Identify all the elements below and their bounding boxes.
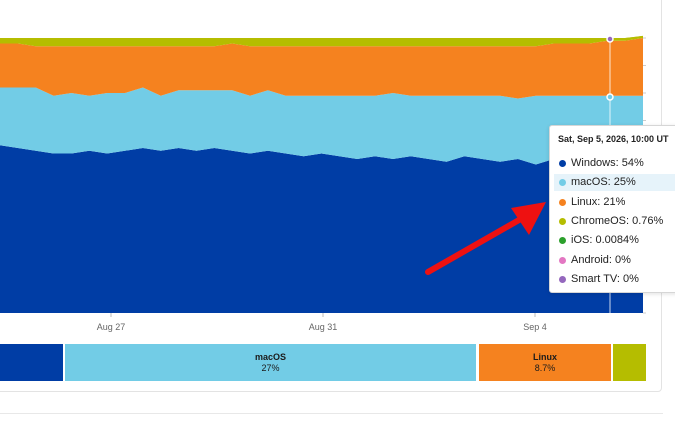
tooltip-row-label: Smart TV: 0% — [571, 272, 639, 285]
tooltip-row-label: Android: 0% — [571, 253, 631, 266]
tooltip-row: macOS: 25% — [554, 174, 675, 192]
tooltip-row: Windows: 54% — [554, 155, 675, 172]
divider — [0, 413, 663, 414]
arrow-head — [511, 202, 546, 235]
x-tick-label: Aug 27 — [97, 322, 126, 332]
tooltip-row-label: ChromeOS: 0.76% — [571, 214, 664, 227]
hover-point-marker — [606, 35, 614, 43]
tooltip-row-label: Windows: 54% — [571, 157, 644, 169]
tooltip-row: iOS: 0.0084% — [554, 232, 675, 249]
arrow-shaft — [425, 213, 529, 275]
tooltip-row-label: iOS: 0.0084% — [571, 234, 639, 247]
share-bar-segment[interactable]: macOS 27% — [65, 344, 476, 381]
share-bar-segment[interactable]: Linux 8.7% — [479, 344, 611, 381]
tooltip-row: Linux: 21% — [554, 194, 675, 211]
legend-dot-icon — [559, 256, 566, 264]
tooltip-row-label: macOS: 25% — [571, 176, 636, 189]
share-segment-name: Linux — [533, 352, 557, 362]
share-segment-name: macOS — [254, 352, 287, 362]
legend-dot-icon — [559, 217, 566, 225]
area-other-cap — [0, 35, 643, 38]
area-windows[interactable] — [0, 145, 643, 313]
area-chromeos[interactable] — [0, 35, 643, 47]
share-segment-percent: 27% — [261, 363, 280, 373]
tooltip-row: Android: 0% — [554, 252, 675, 269]
tooltip-row-label: Linux: 21% — [571, 195, 626, 208]
tooltip-title: Sat, Sep 5, 2026, 10:00 UT — [558, 134, 669, 144]
share-segment-percent: 8.7% — [534, 363, 556, 373]
legend-dot-icon — [559, 275, 566, 283]
tooltip-row: Smart TV: 0% — [554, 271, 675, 288]
chart-tooltip: Sat, Sep 5, 2026, 10:00 UT Windows: 54% m… — [549, 125, 675, 293]
annotation-arrow — [425, 202, 546, 275]
hover-point-marker — [606, 93, 614, 101]
tooltip-row: ChromeOS: 0.76% — [554, 213, 675, 230]
legend-dot-icon — [559, 198, 566, 206]
legend-dot-icon — [559, 160, 566, 167]
x-tick-label: Sep 4 — [523, 322, 547, 332]
legend-dot-icon — [559, 237, 566, 245]
x-tick-label: Aug 31 — [309, 322, 338, 332]
share-bar-segment[interactable] — [613, 344, 646, 381]
area-linux[interactable] — [0, 38, 643, 99]
legend-dot-icon — [559, 179, 566, 187]
area-macos[interactable] — [0, 87, 643, 165]
share-bar-segment[interactable] — [0, 344, 63, 381]
